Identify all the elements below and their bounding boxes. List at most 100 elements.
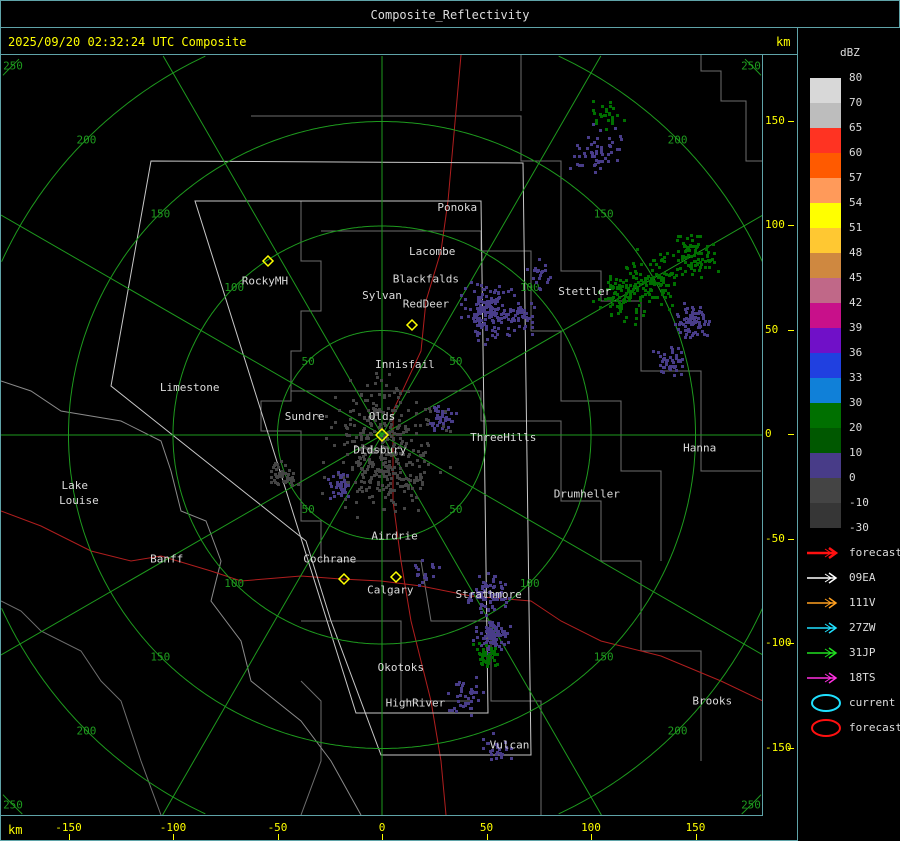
echo-cell (407, 455, 410, 458)
y-unit-label: km (776, 35, 791, 49)
echo-cell (495, 597, 498, 600)
echo-cell (383, 394, 386, 397)
echo-cell (381, 484, 384, 487)
echo-cell (388, 431, 391, 434)
echo-cell (509, 310, 512, 313)
echo-cell (411, 463, 414, 466)
echo-cell (380, 458, 383, 461)
echo-cell (676, 268, 679, 271)
echo-cell (349, 423, 352, 426)
echo-cell (325, 415, 328, 418)
echo-cell (487, 645, 490, 648)
echo-cell (419, 478, 422, 481)
echo-cell (683, 318, 686, 321)
echo-cell (694, 260, 697, 263)
echo-cell (593, 155, 596, 158)
highway-1 (1, 510, 762, 702)
echo-cell (505, 313, 508, 316)
echo-cell (317, 414, 320, 417)
echo-cell (652, 276, 655, 279)
echo-cell (351, 466, 354, 469)
echo-cell (595, 119, 598, 122)
echo-cell (407, 484, 410, 487)
echo-cell (402, 453, 405, 456)
echo-cell (374, 382, 377, 385)
echo-cell (693, 245, 696, 248)
echo-cell (417, 450, 420, 453)
echo-cell (339, 486, 342, 489)
echo-cell (671, 365, 674, 368)
echo-cell (415, 401, 418, 404)
echo-cell (590, 143, 593, 146)
echo-cell (663, 272, 666, 275)
echo-cell (401, 440, 404, 443)
echo-cell (386, 478, 389, 481)
echo-cell (433, 406, 436, 409)
echo-cell (700, 276, 703, 279)
echo-cell (387, 484, 390, 487)
echo-cell (476, 313, 479, 316)
echo-cell (677, 328, 680, 331)
echo-cell (473, 290, 476, 293)
echo-cell (671, 304, 674, 307)
echo-cell (358, 413, 361, 416)
echo-cell (277, 466, 280, 469)
echo-cell (489, 624, 492, 627)
city-label: Drumheller (554, 488, 621, 501)
echo-cell (504, 597, 507, 600)
echo-cell (703, 323, 706, 326)
echo-cell (275, 468, 278, 471)
echo-cell (482, 310, 485, 313)
echo-cell (493, 635, 496, 638)
echo-cell (706, 334, 709, 337)
echo-cell (685, 311, 688, 314)
echo-cell (366, 419, 369, 422)
echo-cell (385, 475, 388, 478)
range-ring-label: 50 (301, 355, 314, 368)
echo-cell (366, 399, 369, 402)
y-tick (788, 643, 794, 644)
echo-cell (500, 317, 503, 320)
echo-cell (517, 302, 520, 305)
echo-cell (488, 659, 491, 662)
legend-level-label: 45 (849, 271, 863, 284)
echo-cell (609, 284, 612, 287)
echo-cell (701, 313, 704, 316)
radar-map[interactable]: 50 50 50 50 100 100 100 100 150 150 150 150 200 200 20… (0, 54, 763, 816)
echo-cell (670, 273, 673, 276)
echo-cell (660, 370, 663, 373)
echo-cell (370, 433, 373, 436)
echo-cell (490, 315, 493, 318)
echo-cell (651, 282, 654, 285)
echo-cell (494, 593, 497, 596)
echo-cell (477, 339, 480, 342)
echo-cell (659, 364, 662, 367)
echo-cell (690, 245, 693, 248)
echo-cell (677, 250, 680, 253)
echo-cell (683, 302, 686, 305)
echo-cell (498, 285, 501, 288)
echo-cell (657, 351, 660, 354)
echo-cell (680, 373, 683, 376)
echo-cell (663, 353, 666, 356)
echo-cell (506, 333, 509, 336)
echo-cell (687, 264, 690, 267)
echo-cell (373, 410, 376, 413)
echo-cell (491, 652, 494, 655)
echo-cell (685, 249, 688, 252)
echo-cell (364, 399, 367, 402)
echo-cell (278, 475, 281, 478)
city-label: Cochrane (303, 552, 356, 565)
legend-item-label: 09EA (849, 571, 876, 584)
echo-cell (615, 278, 618, 281)
echo-cell (619, 310, 622, 313)
echo-cell (707, 323, 710, 326)
echo-cell (528, 317, 531, 320)
echo-cell (519, 306, 522, 309)
echo-cell (441, 427, 444, 430)
echo-cell (495, 643, 498, 646)
echo-cell (333, 495, 336, 498)
x-tick (68, 834, 70, 840)
echo-cell (697, 326, 700, 329)
echo-cell (606, 288, 609, 291)
